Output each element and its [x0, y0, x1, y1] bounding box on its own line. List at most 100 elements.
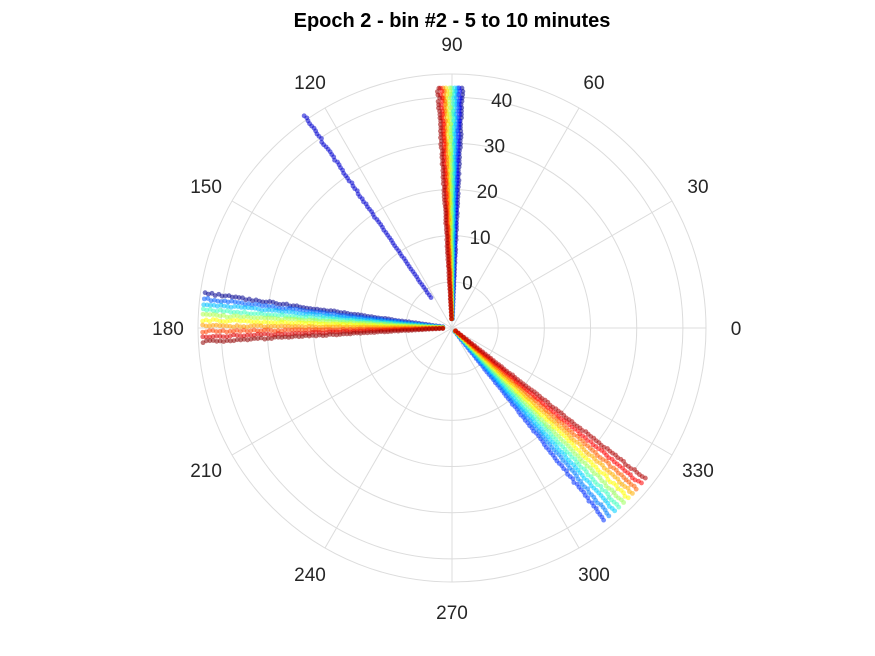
data-point — [334, 332, 340, 338]
data-point — [210, 317, 216, 322]
data-point — [371, 330, 377, 335]
data-point — [217, 333, 223, 339]
data-point — [440, 326, 446, 331]
data-point — [258, 323, 264, 329]
grid-spoke — [324, 327, 453, 549]
angular-tick-label: 60 — [583, 73, 604, 94]
data-point — [245, 314, 250, 319]
data-point — [200, 318, 206, 324]
data-point — [234, 317, 240, 323]
data-point — [201, 296, 207, 302]
data-point — [625, 495, 631, 501]
data-point — [402, 328, 408, 333]
data-point — [240, 295, 245, 301]
grid-spoke — [231, 327, 453, 456]
grid-spoke — [451, 327, 673, 456]
data-point — [200, 334, 206, 340]
data-point — [255, 315, 261, 321]
data-point — [209, 290, 215, 296]
radial-tick-label: 30 — [484, 137, 505, 158]
data-point — [280, 306, 286, 311]
data-point — [628, 466, 634, 472]
data-point — [216, 291, 222, 297]
data-point — [234, 313, 240, 319]
radial-tick-label: 40 — [491, 91, 512, 112]
grid-spoke — [451, 200, 673, 329]
data-point — [220, 319, 226, 324]
data-point — [224, 334, 230, 340]
data-point — [630, 490, 635, 496]
data-point — [241, 324, 247, 329]
data-point — [200, 306, 206, 312]
data-point — [214, 333, 219, 339]
data-point — [296, 327, 302, 333]
data-point — [224, 319, 230, 324]
angular-tick-label: 180 — [152, 319, 184, 340]
data-point — [263, 299, 269, 305]
data-point — [382, 329, 387, 335]
data-point — [409, 327, 415, 333]
data-point — [279, 335, 285, 340]
data-point — [269, 336, 274, 341]
data-point — [252, 311, 257, 317]
data-point — [365, 330, 370, 336]
data-point — [255, 323, 260, 329]
angular-tick-label: 150 — [190, 177, 222, 198]
data-point — [255, 336, 261, 341]
angular-tick-label: 330 — [682, 461, 714, 482]
data-point — [211, 302, 217, 308]
data-point — [303, 314, 309, 320]
data-point — [207, 338, 213, 344]
data-point — [263, 303, 269, 308]
data-point — [207, 334, 213, 340]
data-point — [220, 323, 226, 329]
data-point — [436, 85, 442, 91]
data-point — [269, 315, 274, 321]
data-point — [287, 305, 292, 311]
data-point — [319, 139, 325, 145]
data-point — [245, 305, 251, 311]
data-point — [279, 328, 284, 334]
data-point — [436, 326, 442, 332]
data-point — [354, 330, 360, 336]
data-point — [621, 500, 627, 505]
data-point — [266, 307, 272, 313]
data-point — [272, 323, 278, 329]
radial-tick-label: 0 — [462, 273, 473, 294]
data-point — [439, 98, 445, 104]
data-point — [265, 331, 271, 337]
data-point — [200, 329, 206, 335]
data-point — [395, 328, 401, 334]
data-point — [231, 338, 237, 344]
data-point — [310, 311, 316, 317]
angular-tick-label: 210 — [190, 461, 222, 482]
data-point — [210, 328, 216, 333]
data-point — [248, 311, 254, 317]
data-point — [570, 476, 576, 482]
data-point — [406, 328, 411, 333]
angular-tick-label: 300 — [578, 565, 610, 586]
data-point — [235, 309, 240, 315]
data-point — [272, 312, 278, 318]
data-point — [443, 227, 449, 233]
data-point — [289, 327, 295, 333]
data-point — [293, 306, 299, 312]
data-point — [301, 113, 307, 119]
data-point — [258, 328, 264, 334]
data-point — [447, 85, 453, 91]
chart-title: Epoch 2 - bin #2 - 5 to 10 minutes — [294, 10, 611, 32]
data-point — [213, 322, 219, 328]
data-point — [214, 317, 219, 323]
data-point — [444, 250, 450, 256]
data-point — [210, 312, 216, 317]
data-point — [430, 326, 435, 332]
data-point — [251, 315, 257, 321]
data-point — [433, 326, 439, 332]
data-point — [204, 302, 210, 308]
grid-spoke — [231, 200, 453, 329]
data-point — [203, 334, 209, 340]
data-point — [224, 323, 230, 329]
data-point — [231, 309, 237, 315]
data-point — [280, 301, 286, 307]
data-point — [255, 311, 261, 317]
